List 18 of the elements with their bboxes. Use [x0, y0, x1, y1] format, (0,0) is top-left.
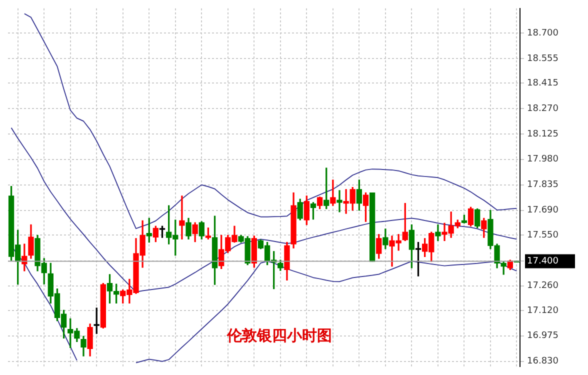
y-tick-label: 18.555: [527, 54, 558, 64]
y-tick-label: 17.690: [527, 206, 559, 216]
y-tick-label: 17.120: [527, 306, 559, 316]
text: 伦敦银四小时图: [226, 326, 332, 344]
y-tick-label: 17.835: [527, 180, 558, 190]
y-tick-label: 18.270: [527, 104, 559, 114]
candlestick: [330, 180, 336, 206]
y-tick-label: 16.975: [527, 331, 558, 342]
y-tick-label: 17.260: [527, 281, 559, 292]
y-tick-label: 18.700: [527, 28, 559, 38]
y-tick-label: 17.980: [527, 154, 559, 165]
candlestick: [179, 196, 185, 240]
candlestick: [336, 190, 342, 212]
y-tick-label: 18.415: [527, 78, 558, 88]
y-tick-label: 16.830: [527, 356, 559, 367]
y-tick-label: 18.125: [527, 129, 558, 140]
y-tick-label: 17.550: [527, 230, 559, 240]
y-tick-label: 17.400: [527, 256, 559, 267]
